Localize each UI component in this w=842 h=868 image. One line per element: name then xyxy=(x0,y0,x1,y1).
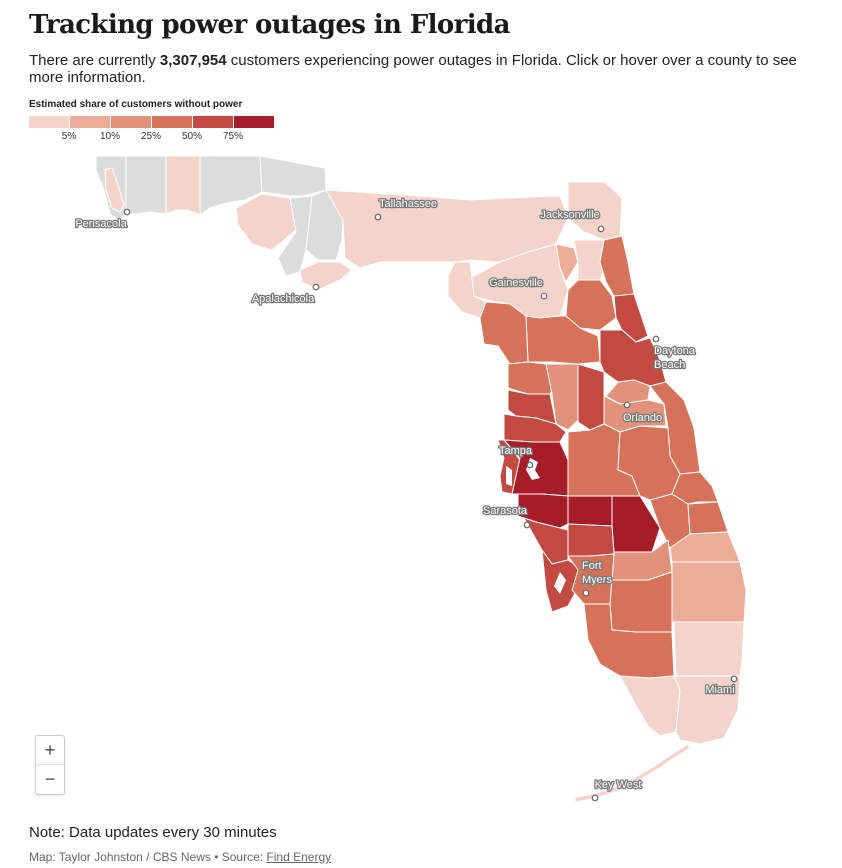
legend-swatch xyxy=(70,116,111,128)
city-label-jacksonville: Jacksonville xyxy=(540,209,599,221)
intro-prefix: There are currently xyxy=(29,52,160,69)
legend-tick: 50% xyxy=(181,131,203,142)
legend-swatch xyxy=(29,116,70,128)
county[interactable] xyxy=(574,743,691,803)
county[interactable] xyxy=(525,315,601,365)
zoom-out-button[interactable]: − xyxy=(44,768,56,789)
zoom-control: + − xyxy=(35,735,65,795)
city-label-orlando: Orlando xyxy=(623,412,662,424)
city-label-daytona-beach: Daytona xyxy=(654,345,696,357)
legend-tick: 25% xyxy=(140,131,162,142)
county[interactable] xyxy=(235,193,297,251)
county[interactable] xyxy=(555,243,579,283)
county[interactable] xyxy=(673,621,745,677)
map-credit: Map: Taylor Johnston / CBS News • Source… xyxy=(29,850,331,864)
legend-swatch xyxy=(234,116,274,128)
city-label-gainesville: Gainesville xyxy=(489,277,543,289)
data-note: Note: Data updates every 30 minutes xyxy=(29,824,277,841)
zoom-in-button[interactable]: + xyxy=(36,736,64,765)
city-label-fort-myers: Fort xyxy=(582,560,602,572)
city-marker-jacksonville xyxy=(597,225,605,233)
county[interactable] xyxy=(104,167,125,213)
legend-scale xyxy=(29,116,274,128)
city-label-miami: Miami xyxy=(705,684,734,696)
florida-county-map[interactable]: Pensacola Tallahassee Jacksonville Apalachi… xyxy=(0,140,842,820)
county[interactable] xyxy=(669,531,741,563)
city-marker-tampa xyxy=(526,461,534,469)
county[interactable] xyxy=(259,155,327,197)
county[interactable] xyxy=(517,493,569,529)
legend-swatch xyxy=(111,116,152,128)
county[interactable] xyxy=(673,675,741,745)
city-marker-pensacola xyxy=(123,208,131,216)
legend-tick: 5% xyxy=(61,131,77,142)
city-label-tampa: Tampa xyxy=(499,445,533,457)
county[interactable] xyxy=(165,155,201,216)
legend-title: Estimated share of customers without pow… xyxy=(29,99,243,110)
city-marker-sarasota xyxy=(523,521,531,529)
legend-swatch xyxy=(193,116,234,128)
county[interactable] xyxy=(567,495,613,527)
city-marker-orlando xyxy=(623,401,631,409)
city-label-tallahassee: Tallahassee xyxy=(379,198,437,210)
county[interactable] xyxy=(299,261,353,291)
county[interactable] xyxy=(671,561,747,623)
city-marker-fort-myers xyxy=(582,589,590,597)
intro-suffix: customers experiencing power outages in … xyxy=(29,52,797,86)
county[interactable] xyxy=(325,189,569,269)
city-marker-gainesville xyxy=(540,292,548,300)
city-label-daytona-beach: Beach xyxy=(654,359,685,371)
county[interactable] xyxy=(687,501,729,535)
city-label-key-west: Key West xyxy=(595,779,642,791)
city-marker-tallahassee xyxy=(374,213,382,221)
city-label-pensacola: Pensacola xyxy=(75,218,127,230)
source-link[interactable]: Find Energy xyxy=(266,850,332,864)
intro-text: There are currently 3,307,954 customers … xyxy=(29,52,819,86)
county[interactable] xyxy=(577,363,605,431)
legend-tick: 75% xyxy=(222,131,244,142)
county[interactable] xyxy=(609,571,673,633)
city-label-apalachicola: Apalachicola xyxy=(252,293,315,305)
outage-count: 3,307,954 xyxy=(159,52,227,69)
city-label-sarasota: Sarasota xyxy=(483,505,528,517)
city-label-fort-myers: Myers xyxy=(582,574,612,586)
city-marker-miami xyxy=(730,675,738,683)
credit-text: Map: Taylor Johnston / CBS News • Source… xyxy=(29,850,267,864)
county[interactable] xyxy=(125,155,167,215)
city-marker-apalachicola xyxy=(312,283,320,291)
county[interactable] xyxy=(619,675,681,737)
city-marker-key-west xyxy=(591,794,599,802)
legend-tick: 10% xyxy=(99,131,121,142)
legend-swatch xyxy=(152,116,193,128)
city-marker-daytona-beach xyxy=(652,335,660,343)
page-title: Tracking power outages in Florida xyxy=(29,10,510,40)
county[interactable] xyxy=(567,523,615,557)
